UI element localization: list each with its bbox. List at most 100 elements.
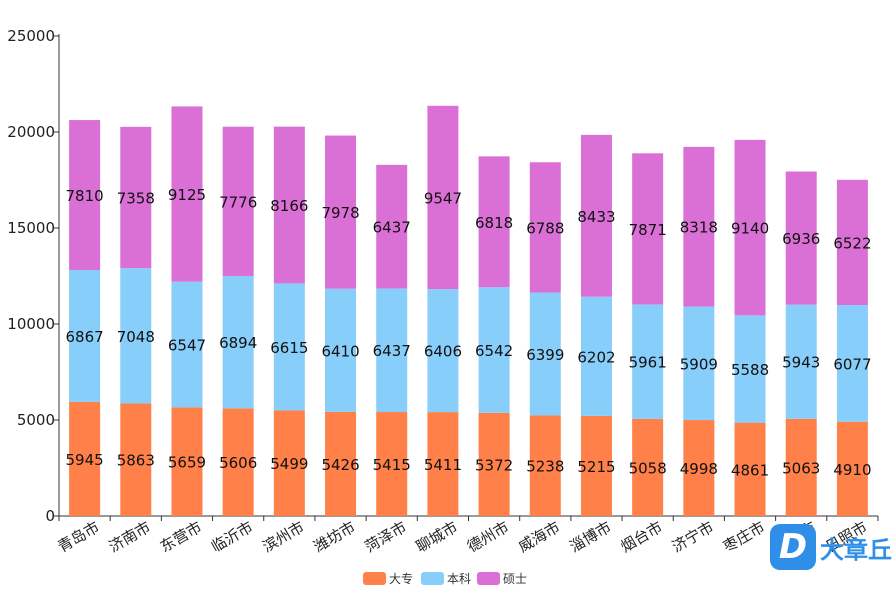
bar-dazhuan [325,411,357,516]
data-label: 6788 [526,219,564,237]
y-tick-label: 0 [45,507,55,525]
bar-dazhuan [273,410,305,516]
data-label: 6542 [475,342,513,360]
bar-dazhuan [478,412,510,516]
data-label: 7810 [66,187,104,205]
data-label: 5659 [168,454,206,472]
bar-dazhuan [171,407,203,516]
bar-shuoshi [325,135,357,289]
bar-shuoshi [632,153,664,305]
bar-dazhuan [222,408,254,516]
bar-shuoshi [222,126,254,276]
data-label: 6522 [833,234,871,252]
data-label: 8166 [270,197,308,215]
data-label: 6547 [168,336,206,354]
data-label: 5943 [782,354,820,372]
bar-shuoshi [69,120,101,271]
data-label: 6936 [782,230,820,248]
data-label: 5058 [629,459,667,477]
bar-benke [171,281,203,408]
bar-benke [785,304,817,419]
bar-dazhuan [683,420,715,516]
data-label: 6406 [424,343,462,361]
x-tick-label: 菏泽市 [362,518,410,556]
data-label: 5238 [526,458,564,476]
x-tick-label: 滨州市 [259,518,307,556]
legend[interactable]: 大专 本科 硕士 [363,571,527,586]
bar-dazhuan [529,415,561,516]
data-label: 8318 [680,219,718,237]
data-label: 5863 [117,452,155,470]
bar-dazhuan [69,401,101,516]
data-label: 4998 [680,460,718,478]
bar-shuoshi [273,126,305,284]
data-label: 6615 [270,339,308,357]
bar-dazhuan [734,422,766,516]
bar-benke [325,288,357,412]
legend-item[interactable]: 硕士 [477,572,527,586]
bar-benke [632,304,664,419]
data-label: 5215 [577,458,615,476]
bar-benke [222,276,254,409]
bar-benke [734,315,766,423]
bar-benke [427,289,459,413]
bar-benke [478,287,510,413]
x-tick-label: 淄博市 [566,518,614,556]
data-label: 9547 [424,189,462,207]
bar-shuoshi [836,179,868,306]
bars-group [69,105,868,516]
legend-item[interactable]: 大专 [363,571,413,586]
x-tick-label: 德州市 [464,518,512,556]
data-label: 5606 [219,454,257,472]
bar-benke [683,306,715,421]
data-label: 9125 [168,186,206,204]
bar-dazhuan [580,415,612,516]
data-label: 6818 [475,214,513,232]
legend-swatch [477,572,500,585]
data-label: 5063 [782,459,820,477]
data-labels-group: 5945 6867 7810 5863 7048 7358 5659 6547 9125 5606… [66,186,872,479]
x-tick-label: 青岛市 [55,518,103,556]
bar-shuoshi [734,139,766,316]
data-label: 7048 [117,328,155,346]
bar-shuoshi [529,162,561,293]
bar-shuoshi [785,171,817,305]
axes: 0 5000 10000 15000 20000 25000 [7,27,879,525]
data-label: 7978 [321,204,359,222]
data-label: 7871 [629,221,667,239]
legend-swatch [363,572,386,585]
bar-benke [120,268,152,404]
bar-dazhuan [120,403,152,516]
bar-benke [69,270,101,402]
bar-benke [836,305,868,422]
bar-shuoshi [580,134,612,297]
y-tick-label: 15000 [7,219,55,237]
y-tick-label: 5000 [17,411,55,429]
bar-benke [529,292,561,416]
data-label: 4861 [731,461,769,479]
data-label: 4910 [833,461,871,479]
y-tick-label: 10000 [7,315,55,333]
watermark-logo: D 大章丘 [770,524,892,570]
data-label: 8433 [577,208,615,226]
bar-shuoshi [376,164,408,289]
bar-dazhuan [836,421,868,516]
data-label: 5909 [680,355,718,373]
data-label: 9140 [731,220,769,238]
bar-benke [273,283,305,411]
data-label: 5372 [475,456,513,474]
bar-shuoshi [478,156,510,288]
data-label: 5945 [66,451,104,469]
x-tick-label: 烟台市 [618,518,666,556]
x-tick-labels: 青岛市 济南市 东营市 临沂市 滨州市 潍坊市 菏泽市 聊城市 德州市 威海市 淄博市 烟台市 济宁市枣… [55,518,871,556]
legend-item[interactable]: 本科 [421,572,471,586]
bar-benke [580,296,612,416]
x-tick-label: 聊城市 [413,518,461,556]
data-label: 5426 [321,456,359,474]
bar-dazhuan [632,418,664,516]
data-label: 7776 [219,193,257,211]
x-tick-label: 枣庄市 [720,518,768,556]
data-label: 7358 [117,189,155,207]
data-label: 6437 [373,219,411,237]
